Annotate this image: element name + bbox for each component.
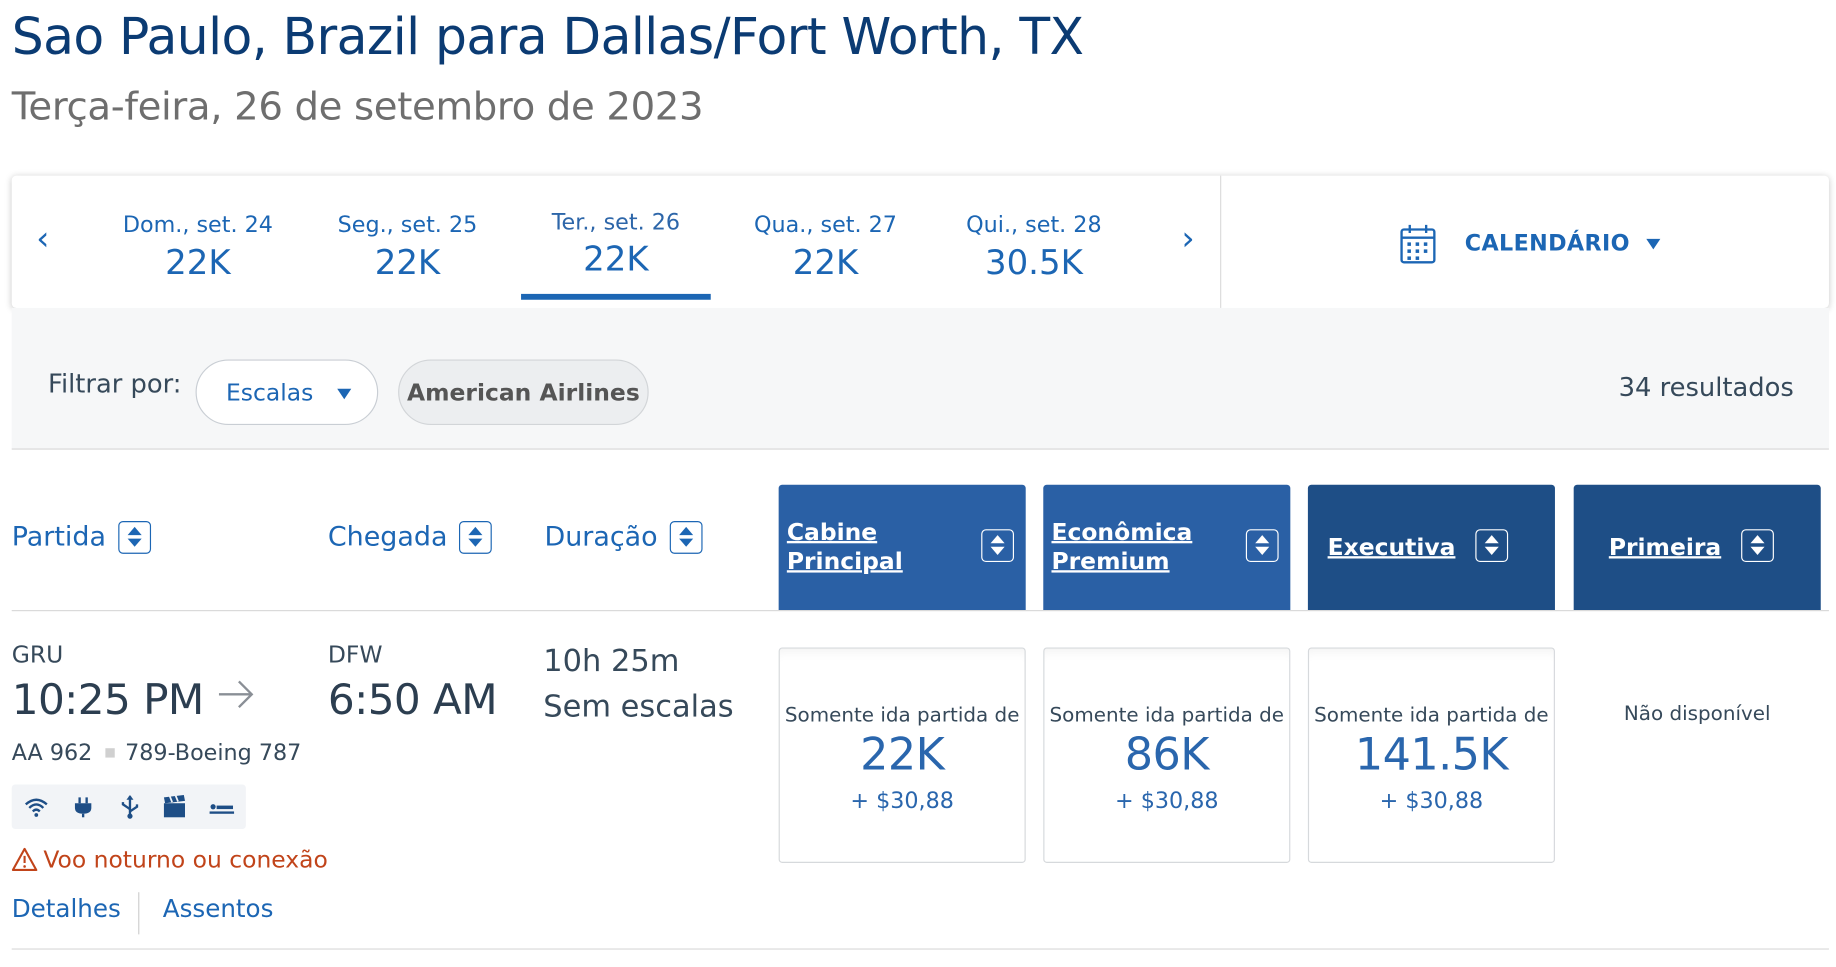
- entertainment-icon: [163, 795, 186, 818]
- date-tab-price: 22K: [374, 242, 441, 283]
- selected-date-underline: [521, 293, 711, 300]
- caret-down-icon: [337, 388, 352, 400]
- row-divider: [11, 948, 1829, 950]
- arrive-time: 6:50 AM: [327, 676, 498, 725]
- chevron-left-icon[interactable]: ‹: [36, 218, 50, 258]
- chevron-right-icon[interactable]: ›: [1181, 218, 1195, 258]
- usb-icon: [121, 795, 139, 819]
- calendar-icon: [1400, 224, 1436, 264]
- cabin-header-label: Primeira: [1608, 532, 1722, 561]
- cabin-header-label: Econômica Premium: [1051, 517, 1193, 575]
- departure-header-label: Partida: [11, 522, 106, 553]
- results-count: 34 resultados: [1618, 373, 1794, 403]
- strip-divider: [1220, 175, 1222, 308]
- date-tab-4[interactable]: Qui., set. 28 30.5K: [939, 176, 1129, 308]
- row-divider: [11, 610, 1829, 612]
- details-link[interactable]: Detalhes: [11, 894, 121, 923]
- stops-dropdown-label: Escalas: [225, 378, 314, 407]
- fare-card-main-cabin[interactable]: Somente ida partida de 22K + $30,88: [778, 647, 1026, 863]
- overnight-warning: Voo noturno ou conexão: [11, 845, 328, 874]
- fare-card-premium-economy[interactable]: Somente ida partida de 86K + $30,88: [1043, 647, 1291, 863]
- date-tab-3[interactable]: Qua., set. 27 22K: [731, 176, 921, 308]
- sort-icon: [981, 529, 1014, 563]
- date-tab-price: 22K: [165, 242, 231, 283]
- date-tab-price: 22K: [792, 242, 859, 283]
- date-tab-price: 22K: [583, 238, 649, 279]
- cabin-header-premium-economy[interactable]: Econômica Premium: [1043, 484, 1291, 611]
- aircraft-type: 789-Boeing 787: [125, 740, 302, 766]
- date-tab-label: Seg., set. 25: [337, 211, 478, 238]
- sort-icon: [1475, 529, 1509, 563]
- date-subtitle: Terça-feira, 26 de setembro de 2023: [11, 83, 704, 129]
- arrow-right-icon: [218, 680, 254, 709]
- fare-tax: + $30,88: [1115, 788, 1219, 814]
- sort-icon: [669, 521, 703, 554]
- warning-text: Voo noturno ou conexão: [43, 845, 328, 874]
- stops-dropdown[interactable]: Escalas: [195, 359, 379, 426]
- fare-from-label: Somente ida partida de: [1314, 703, 1549, 728]
- lie-flat-seat-icon: [209, 804, 235, 814]
- date-tab-2-selected[interactable]: Ter., set. 26 22K: [521, 176, 711, 308]
- fare-from-label: Somente ida partida de: [1049, 703, 1285, 728]
- flight-info: AA 962 789-Boeing 787: [12, 740, 302, 766]
- fare-miles: 86K: [1124, 728, 1210, 780]
- depart-time: 10:25 PM: [11, 676, 205, 725]
- cabin-header-business[interactable]: Executiva: [1307, 484, 1555, 611]
- filter-label: Filtrar por:: [48, 370, 182, 400]
- cabin-header-label: Cabine Principal: [786, 517, 903, 575]
- cabin-header-first[interactable]: Primeira: [1573, 484, 1821, 611]
- separator-dot: [105, 748, 115, 758]
- airline-filter-chip[interactable]: American Airlines: [398, 359, 649, 426]
- fare-miles: 141.5K: [1354, 728, 1509, 780]
- calendar-label: CALENDÁRIO: [1464, 230, 1630, 257]
- date-tab-label: Qua., set. 27: [754, 211, 897, 238]
- date-tab-0[interactable]: Dom., set. 24 22K: [103, 176, 293, 308]
- date-tab-1[interactable]: Seg., set. 25 22K: [313, 176, 503, 308]
- origin-code: GRU: [11, 640, 64, 669]
- fare-tax: + $30,88: [1379, 788, 1484, 814]
- sort-duration[interactable]: Duração: [544, 513, 703, 562]
- warning-icon: [11, 847, 38, 872]
- date-tab-label: Qui., set. 28: [966, 211, 1102, 238]
- duration-header-label: Duração: [544, 522, 658, 553]
- filter-bar: Filtrar por: Escalas American Airlines 3…: [11, 307, 1829, 450]
- fare-from-label: Somente ida partida de: [784, 703, 1020, 728]
- caret-down-icon: [1646, 238, 1661, 249]
- link-divider: [138, 892, 140, 935]
- sort-arrival[interactable]: Chegada: [328, 513, 492, 562]
- sort-icon: [1245, 529, 1279, 563]
- sort-icon: [459, 521, 492, 554]
- power-outlet-icon: [74, 797, 92, 818]
- arrival-header-label: Chegada: [327, 522, 448, 553]
- route-title: Sao Paulo, Brazil para Dallas/Fort Worth…: [11, 8, 1084, 67]
- seats-link[interactable]: Assentos: [162, 894, 274, 923]
- date-tab-label: Ter., set. 26: [551, 209, 681, 236]
- wifi-icon: [24, 798, 48, 817]
- amenities-bar: [11, 784, 246, 829]
- date-strip: ‹ Dom., set. 24 22K Seg., set. 25 22K Te…: [11, 175, 1829, 308]
- date-tab-label: Dom., set. 24: [122, 211, 273, 238]
- sort-departure[interactable]: Partida: [12, 513, 151, 562]
- flight-duration: 10h 25m: [543, 643, 680, 680]
- date-tab-price: 30.5K: [984, 242, 1083, 283]
- fare-card-business[interactable]: Somente ida partida de 141.5K + $30,88: [1307, 647, 1555, 863]
- fare-miles: 22K: [860, 728, 945, 780]
- cabin-header-main[interactable]: Cabine Principal: [778, 484, 1026, 611]
- flight-number: AA 962: [11, 740, 93, 766]
- first-class-unavailable: Não disponível: [1623, 702, 1771, 726]
- fare-tax: + $30,88: [850, 788, 954, 814]
- sort-icon: [117, 521, 151, 554]
- flight-stops: Sem escalas: [543, 689, 734, 725]
- airline-chip-label: American Airlines: [407, 378, 640, 407]
- cabin-header-label: Executiva: [1327, 532, 1456, 561]
- calendar-button[interactable]: CALENDÁRIO: [1399, 220, 1661, 267]
- sort-icon: [1741, 529, 1774, 563]
- dest-code: DFW: [327, 640, 383, 669]
